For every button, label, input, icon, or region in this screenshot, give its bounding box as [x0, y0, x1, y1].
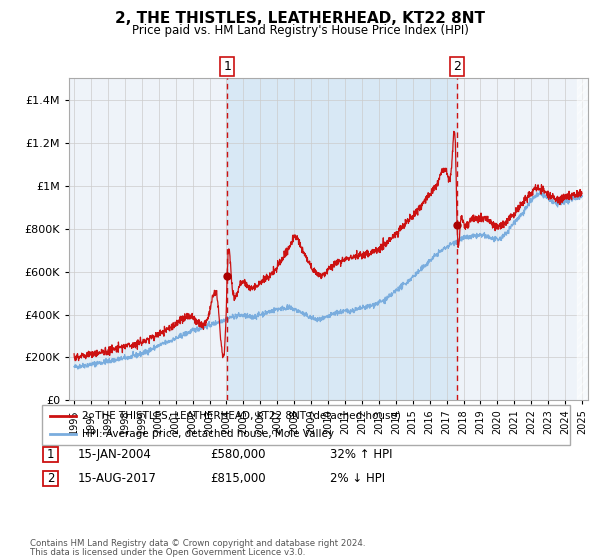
- Text: £815,000: £815,000: [210, 472, 266, 486]
- Text: HPI: Average price, detached house, Mole Valley: HPI: Average price, detached house, Mole…: [82, 430, 334, 439]
- Text: £580,000: £580,000: [210, 448, 265, 461]
- Text: 2: 2: [47, 472, 54, 486]
- Text: 32% ↑ HPI: 32% ↑ HPI: [330, 448, 392, 461]
- Text: 2, THE THISTLES, LEATHERHEAD, KT22 8NT: 2, THE THISTLES, LEATHERHEAD, KT22 8NT: [115, 11, 485, 26]
- Text: 2: 2: [453, 60, 461, 73]
- Bar: [227, 78, 457, 400]
- Text: This data is licensed under the Open Government Licence v3.0.: This data is licensed under the Open Gov…: [30, 548, 305, 557]
- Text: Contains HM Land Registry data © Crown copyright and database right 2024.: Contains HM Land Registry data © Crown c…: [30, 539, 365, 548]
- Text: 2, THE THISTLES, LEATHERHEAD, KT22 8NT (detached house): 2, THE THISTLES, LEATHERHEAD, KT22 8NT (…: [82, 411, 400, 421]
- Text: Price paid vs. HM Land Registry's House Price Index (HPI): Price paid vs. HM Land Registry's House …: [131, 24, 469, 36]
- Text: 15-AUG-2017: 15-AUG-2017: [78, 472, 157, 486]
- Bar: [577, 78, 588, 400]
- Text: 15-JAN-2004: 15-JAN-2004: [78, 448, 152, 461]
- Text: 2% ↓ HPI: 2% ↓ HPI: [330, 472, 385, 486]
- Text: 1: 1: [47, 448, 54, 461]
- Text: 1: 1: [223, 60, 231, 73]
